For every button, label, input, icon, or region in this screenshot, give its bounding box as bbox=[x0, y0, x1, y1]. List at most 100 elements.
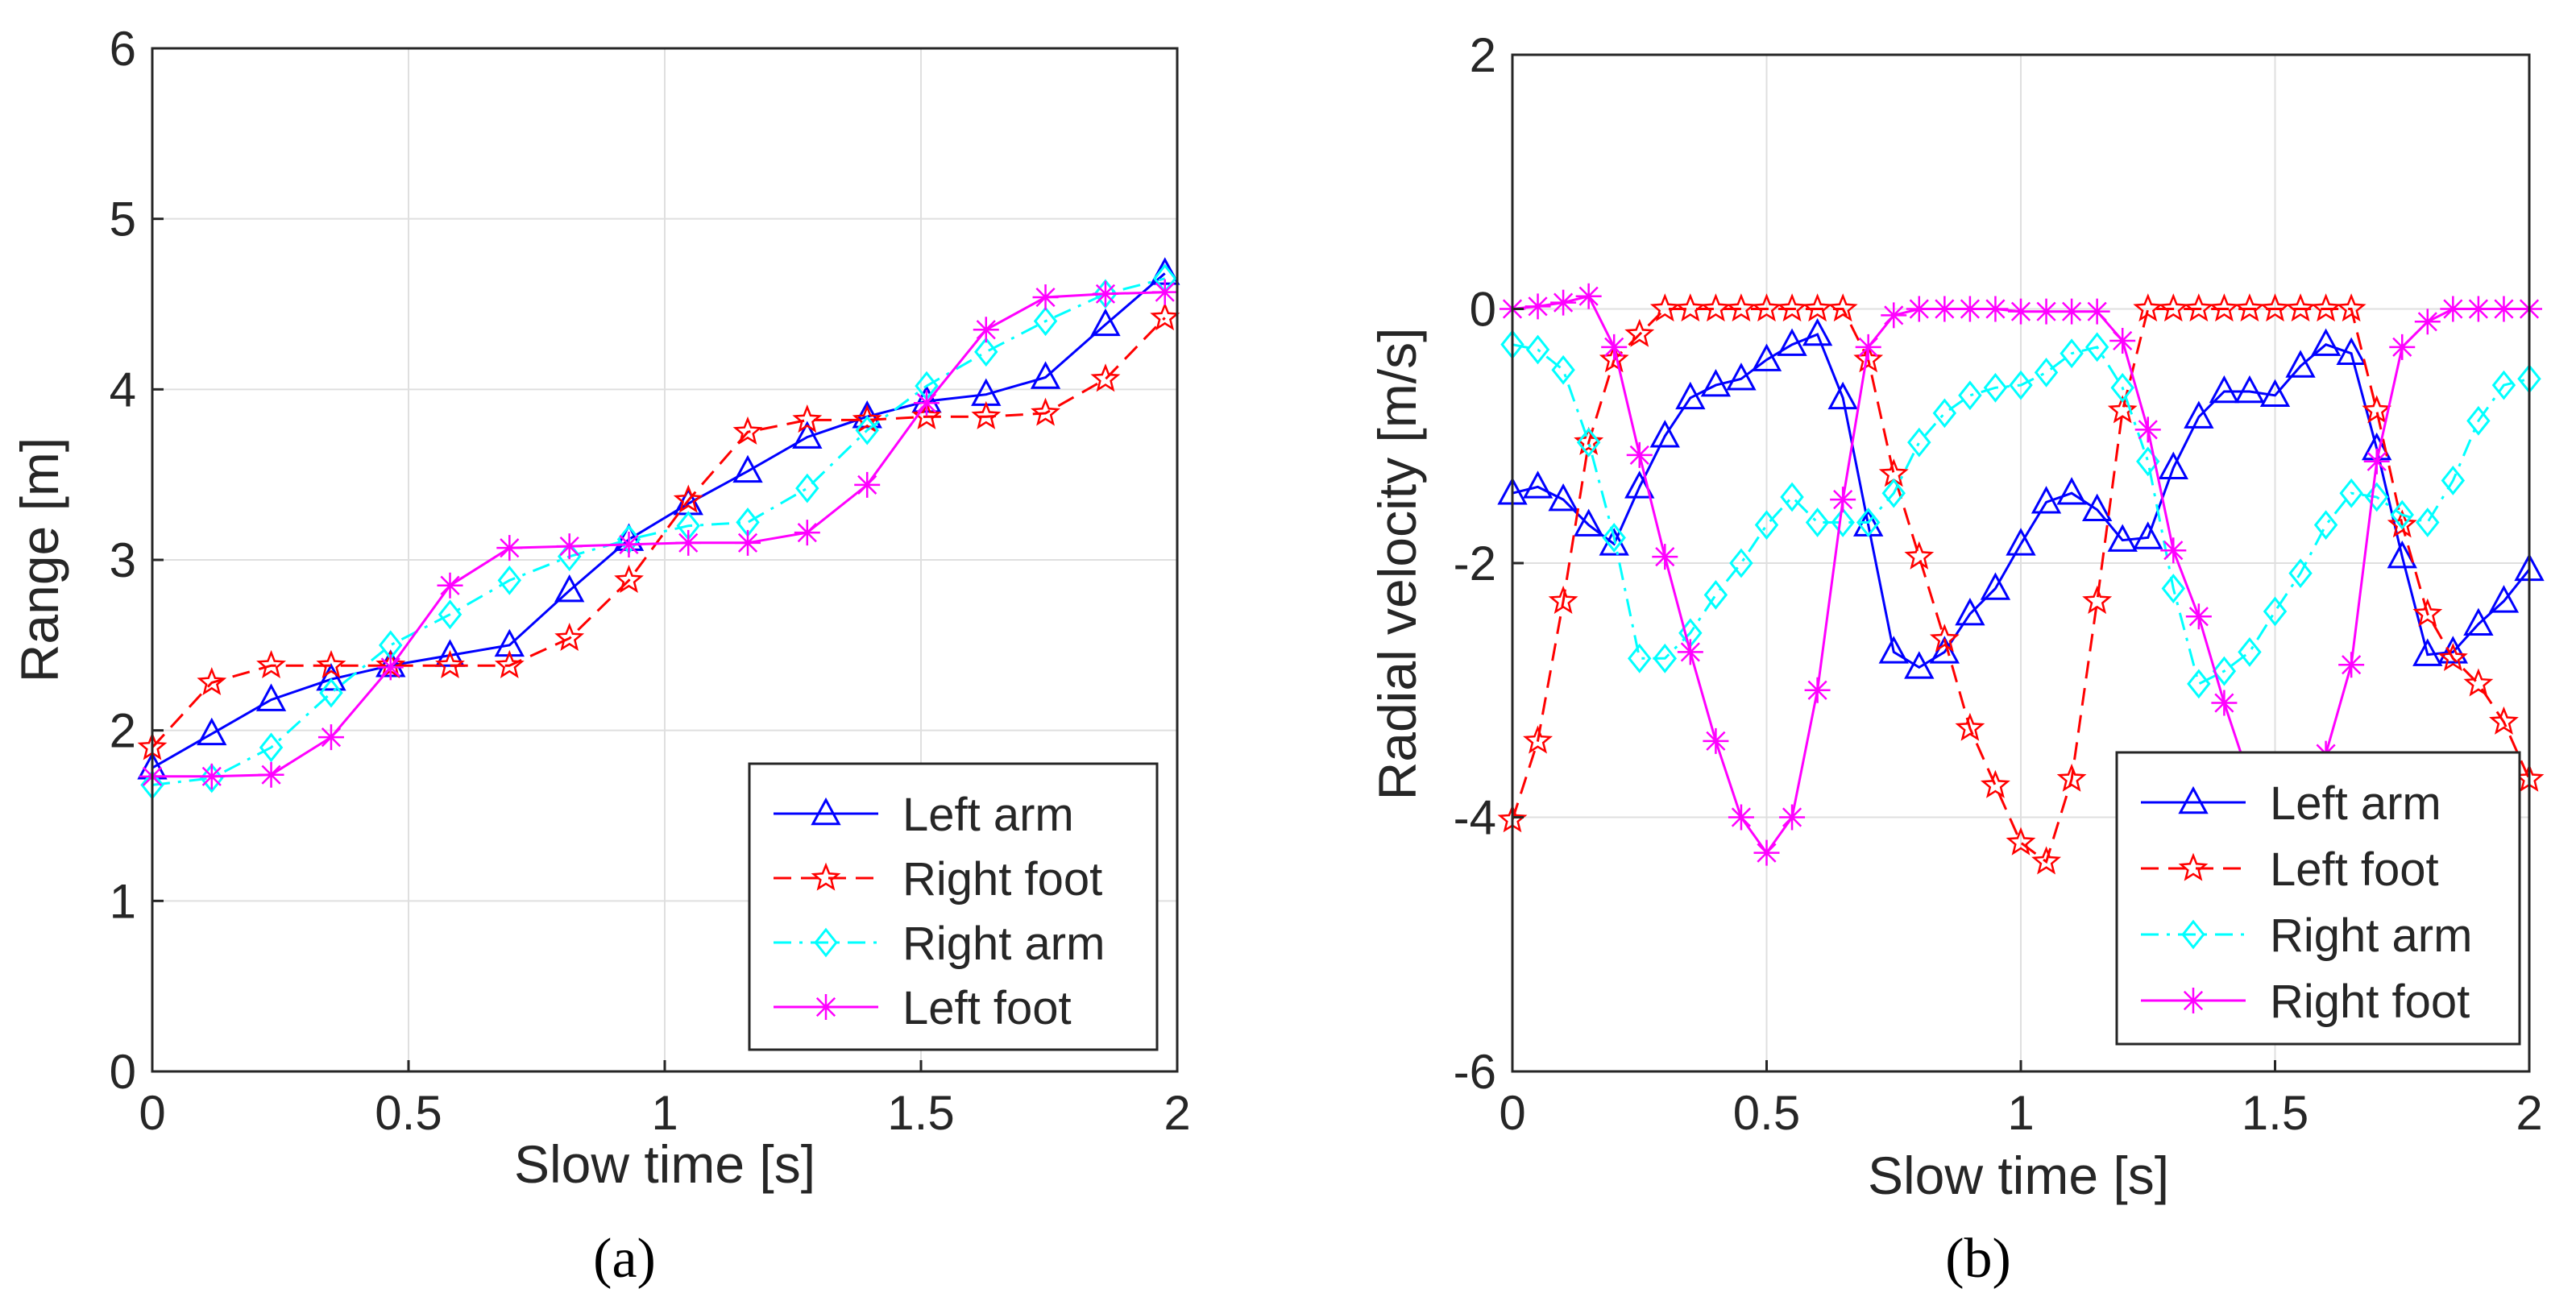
data-point bbox=[2009, 370, 2033, 400]
data-point bbox=[2158, 451, 2188, 479]
data-point bbox=[2488, 706, 2519, 735]
legend-label: Left arm bbox=[902, 789, 1074, 841]
data-point bbox=[2339, 478, 2363, 508]
data-point bbox=[1675, 293, 1706, 322]
data-point bbox=[2463, 607, 2494, 636]
data-point bbox=[2034, 357, 2059, 387]
data-point bbox=[2031, 486, 2062, 514]
data-point bbox=[1032, 284, 1059, 311]
data-point bbox=[2082, 585, 2113, 615]
data-point bbox=[1955, 712, 1985, 741]
legend-label: Right arm bbox=[2270, 910, 2472, 962]
data-point bbox=[1031, 397, 1061, 426]
data-point bbox=[1830, 487, 1856, 513]
data-point bbox=[1802, 293, 1832, 322]
data-point bbox=[2133, 521, 2163, 549]
data-point bbox=[1983, 372, 2008, 403]
data-point bbox=[2238, 637, 2262, 667]
data-point bbox=[2158, 293, 2188, 322]
x-axis-label-a: Slow time [s] bbox=[514, 1134, 815, 1194]
data-point bbox=[1624, 318, 1655, 347]
data-point bbox=[2412, 598, 2443, 627]
x-tick-label: 1 bbox=[651, 1086, 678, 1140]
data-point bbox=[494, 649, 525, 678]
data-point bbox=[974, 337, 998, 367]
data-point bbox=[855, 415, 879, 445]
data-point bbox=[2031, 846, 2062, 875]
y-tick-label: 2 bbox=[110, 704, 136, 758]
data-point bbox=[1827, 293, 1858, 322]
data-point bbox=[2412, 638, 2443, 666]
data-point bbox=[1729, 548, 1753, 578]
legend-marker bbox=[811, 797, 841, 826]
legend-marker bbox=[2178, 785, 2209, 814]
data-point bbox=[1652, 544, 1678, 570]
y-tick-label: 3 bbox=[110, 533, 136, 587]
legend-entry-left-arm: Left arm bbox=[774, 789, 1074, 841]
data-point bbox=[1548, 585, 1578, 615]
data-point bbox=[2081, 493, 2113, 521]
data-point bbox=[377, 654, 404, 681]
data-point bbox=[256, 649, 287, 678]
data-point bbox=[1090, 308, 1121, 337]
data-point bbox=[2033, 298, 2060, 325]
x-tick-label: 2 bbox=[2516, 1086, 2542, 1140]
data-point bbox=[1090, 363, 1121, 392]
data-point bbox=[1980, 769, 2010, 798]
data-point bbox=[2134, 416, 2161, 443]
data-point bbox=[1982, 296, 2009, 322]
data-point bbox=[2059, 298, 2085, 325]
data-point bbox=[2185, 603, 2212, 630]
data-point bbox=[2161, 574, 2186, 603]
legend-a: Left arm Right foot Right arm Left foot bbox=[748, 762, 1159, 1051]
y-tick-label: -2 bbox=[1454, 537, 1496, 590]
data-point bbox=[1777, 293, 1807, 322]
data-point bbox=[675, 529, 702, 556]
caption-a: (a) bbox=[593, 1228, 656, 1290]
chart-panel-a: 0 0.5 1 1.5 2 0 1 2 3 4 5 6 Slow time [s] Range [m]… bbox=[10, 22, 1191, 1290]
data-point bbox=[1753, 839, 1780, 866]
data-point bbox=[1929, 624, 1960, 653]
series-left-foot bbox=[139, 279, 1178, 789]
data-point bbox=[1802, 317, 1833, 346]
y-tick-label: 5 bbox=[110, 193, 136, 247]
data-point bbox=[2285, 350, 2316, 378]
data-point bbox=[2440, 296, 2466, 322]
data-point bbox=[914, 390, 940, 416]
y-axis-label-a: Range [m] bbox=[10, 437, 69, 682]
data-point bbox=[616, 531, 642, 557]
data-point bbox=[1904, 541, 1935, 570]
series-line-left-foot bbox=[152, 291, 1165, 778]
data-point bbox=[554, 623, 585, 652]
y-tick-label: 0 bbox=[1470, 283, 1496, 337]
data-point bbox=[1804, 677, 1831, 703]
data-point bbox=[1752, 293, 1782, 322]
data-point bbox=[2389, 334, 2416, 360]
data-point bbox=[2338, 652, 2365, 678]
x-tick-label: 1.5 bbox=[887, 1086, 954, 1140]
data-point bbox=[2234, 293, 2265, 322]
legend-entry-left-foot: Left foot bbox=[2141, 843, 2439, 896]
data-point bbox=[1780, 482, 1804, 512]
data-point bbox=[1906, 296, 1932, 322]
data-point bbox=[2110, 372, 2134, 403]
data-point bbox=[316, 649, 346, 678]
data-point bbox=[258, 761, 284, 788]
data-point bbox=[1754, 510, 1779, 541]
legend-label: Right foot bbox=[2270, 976, 2470, 1028]
data-point bbox=[1653, 643, 1678, 673]
x-tick-label: 2 bbox=[1164, 1086, 1190, 1140]
legend-label: Right foot bbox=[902, 853, 1102, 905]
data-point bbox=[1777, 328, 1807, 356]
data-point bbox=[2209, 375, 2240, 404]
data-point bbox=[1576, 427, 1601, 458]
data-point bbox=[1550, 289, 1577, 316]
data-point bbox=[1548, 483, 1578, 512]
series-right-arm bbox=[1500, 329, 2541, 699]
data-point bbox=[911, 400, 942, 429]
x-axis-label-b: Slow time [s] bbox=[1868, 1146, 2169, 1205]
y-tick-label: -6 bbox=[1454, 1045, 1496, 1099]
data-point bbox=[255, 683, 287, 711]
data-point bbox=[1677, 639, 1703, 665]
